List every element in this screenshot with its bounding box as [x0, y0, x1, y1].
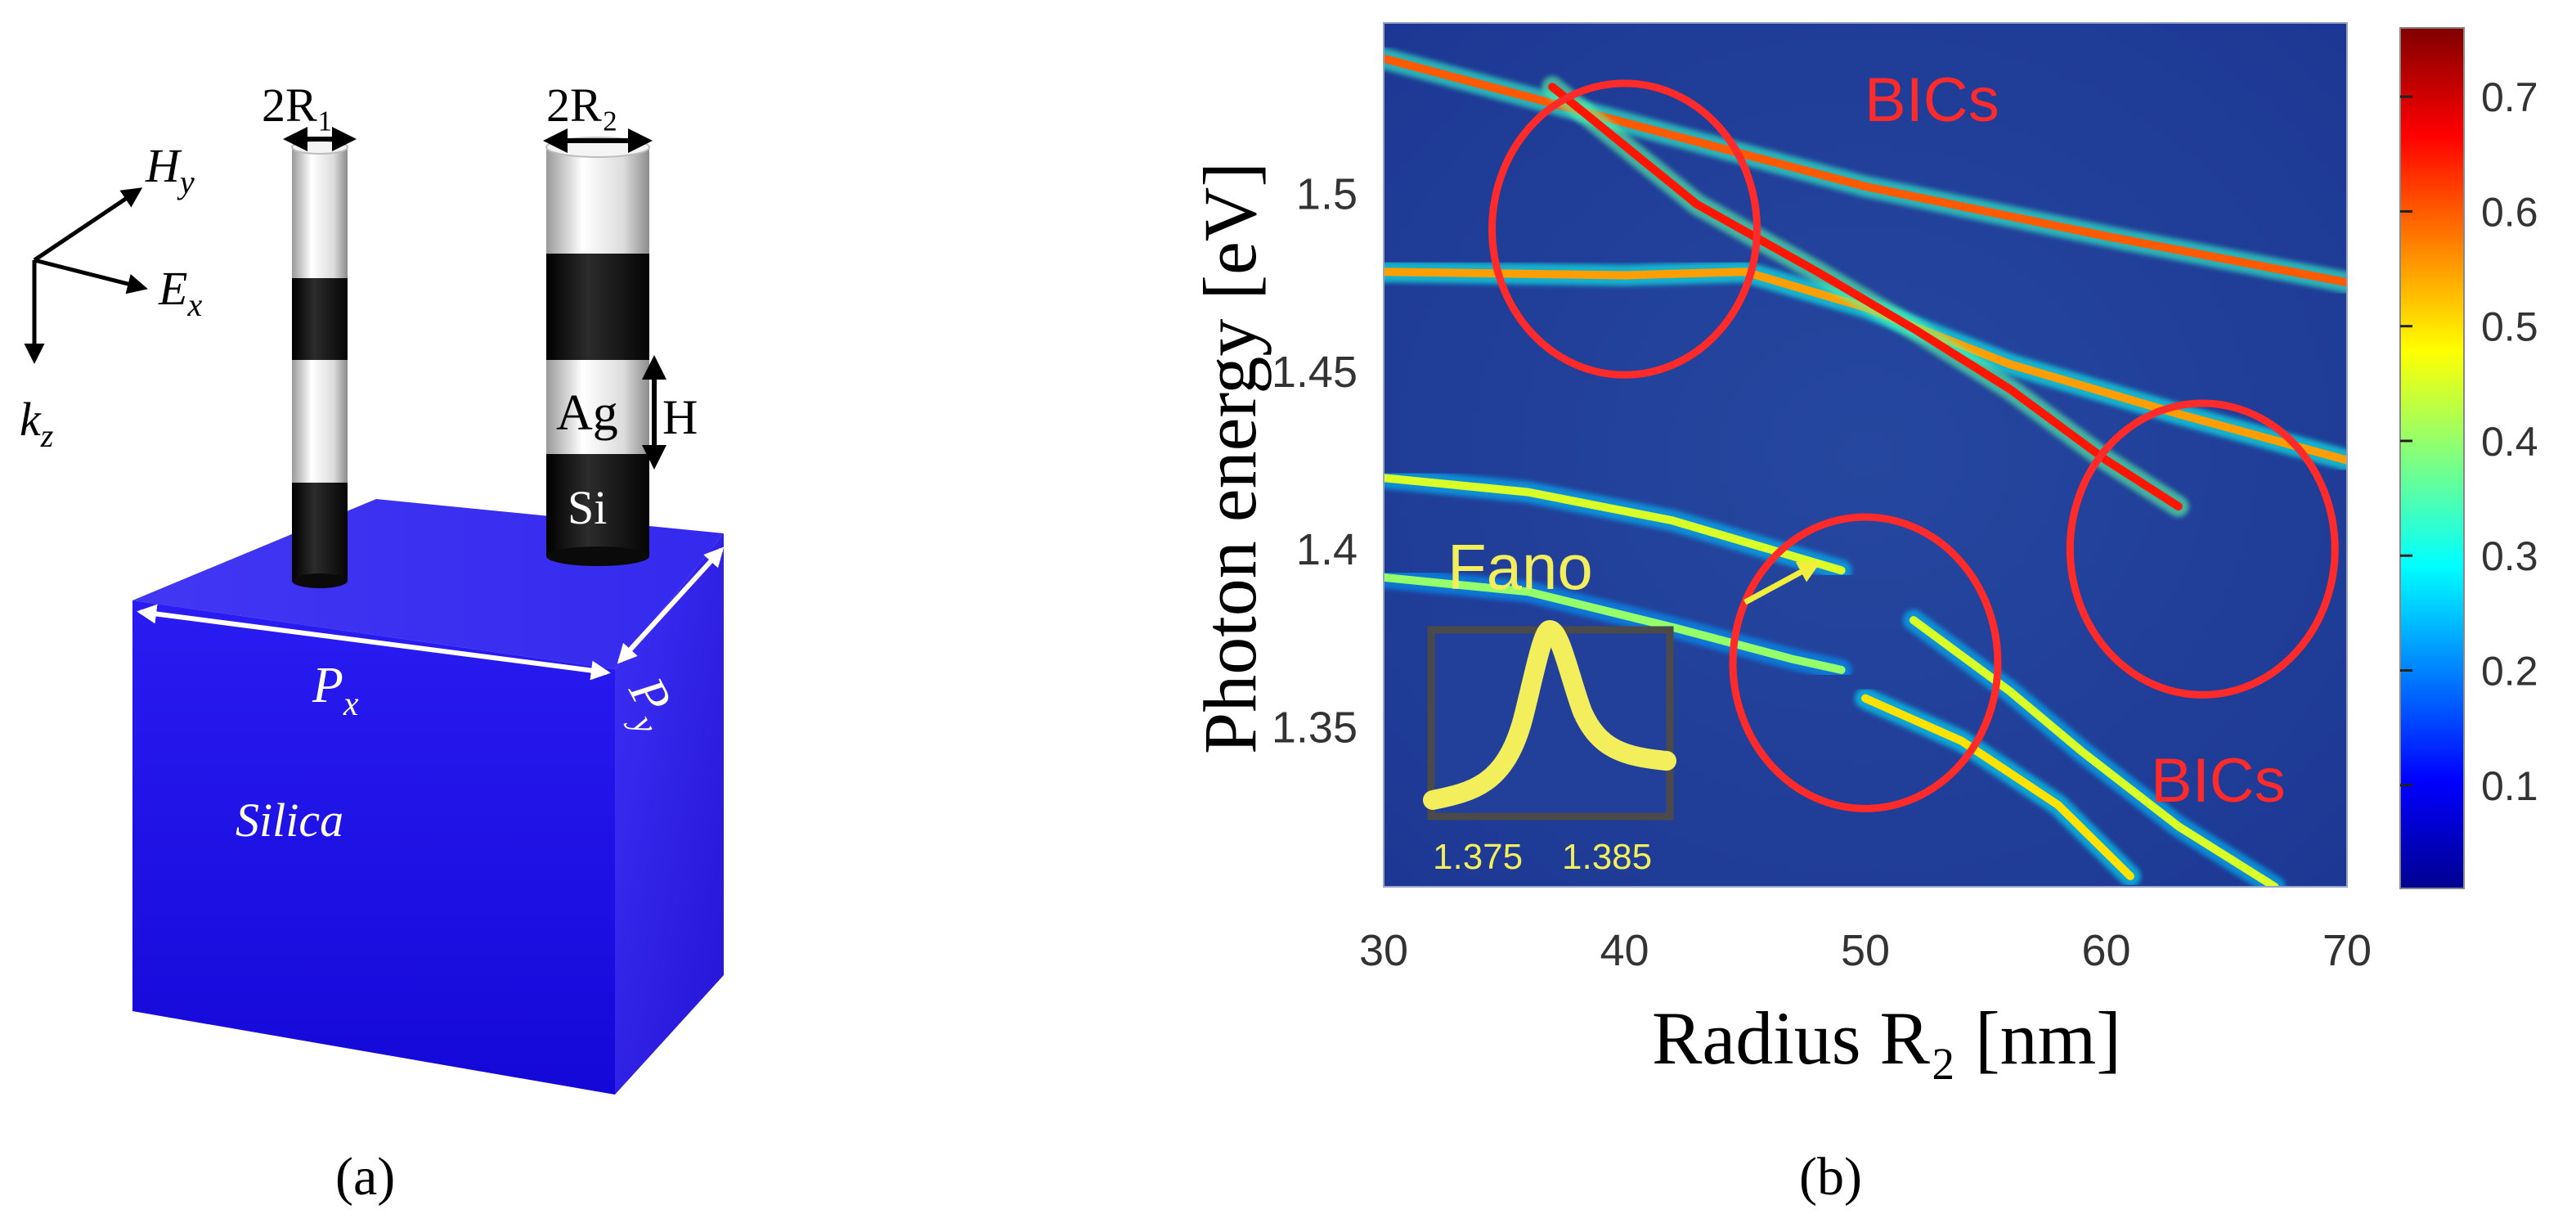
panel-b: Fano 1.375 1.385 BICs BICs 30 40 50 60 70 1.… — [1188, 22, 2538, 1207]
kz-label: kz — [20, 393, 54, 454]
mode-7 — [1909, 616, 2279, 887]
fano-label: Fano — [1447, 531, 1593, 603]
x-tick-label: 30 — [1359, 926, 1408, 975]
annotations — [1488, 79, 2339, 812]
x-tick-label: 40 — [1600, 926, 1649, 975]
y-tick-label: 1.35 — [1272, 703, 1358, 752]
bics-top-label: BICs — [1865, 65, 1999, 135]
bics-bottom-label: BICs — [2151, 746, 2286, 816]
rod1-top-cap — [291, 140, 348, 155]
nanorod-1 — [291, 140, 348, 588]
x-tick-label: 50 — [1841, 926, 1890, 975]
y-tick-label: 1.4 — [1296, 525, 1358, 574]
px-label: Px — [312, 658, 359, 723]
fano-tick-left: 1.375 — [1433, 837, 1523, 877]
y-tick-label: 1.5 — [1296, 170, 1358, 219]
rod2-bottom — [546, 546, 649, 566]
ex-axis-arrow — [34, 258, 148, 295]
height-label: H — [662, 390, 698, 444]
substrate-front-face — [132, 600, 615, 1095]
field-axes: Hy Ex kz — [20, 139, 202, 454]
bic-circle-2 — [1729, 513, 2002, 812]
mode-6 — [1861, 694, 2134, 880]
colorbar-tick-label: 0.2 — [2481, 648, 2538, 694]
y-axis-title: Photon energy [eV] — [1188, 162, 1272, 754]
py-arrow — [617, 546, 725, 664]
rod1-bottom — [292, 573, 348, 588]
radius1-label: 2R₁ — [262, 79, 334, 132]
substrate-side-face — [615, 533, 724, 1095]
heatmap-frame — [1383, 22, 2348, 888]
mode-4 — [1384, 474, 1846, 575]
x-tick-label: 70 — [2322, 926, 2372, 975]
colorbar-tick-label: 0.6 — [2481, 189, 2538, 235]
radius2-label: 2R₂ — [546, 79, 618, 132]
colorbar-tick-label: 0.5 — [2481, 304, 2538, 350]
panel-a-label: (a) — [335, 1147, 395, 1207]
px-arrow — [137, 604, 611, 681]
rod1-si-segment-top — [292, 278, 348, 360]
colorbar-tick-label: 0.3 — [2481, 533, 2538, 579]
colorbar-ticks: 0.1 0.2 0.3 0.4 0.5 0.6 0.7 — [2400, 74, 2538, 809]
fano-tick-right: 1.385 — [1562, 837, 1652, 877]
mode-1 — [1384, 54, 2347, 287]
rod1-si-segment-bottom — [292, 483, 348, 581]
colorbar — [2399, 27, 2465, 889]
fano-curve — [1423, 619, 1676, 810]
hy-axis-arrow — [33, 187, 143, 263]
bic-circle-1 — [1488, 79, 1761, 379]
mode-3 — [1548, 83, 2183, 510]
x-axis: 30 40 50 60 70 — [1359, 926, 2372, 975]
colorbar-tick-label: 0.1 — [2481, 763, 2538, 809]
rod2-si-segment-bottom — [546, 454, 649, 556]
x-tick-label: 60 — [2081, 926, 2130, 975]
nanorod-2 — [545, 137, 650, 566]
colorbar-tick-label: 0.7 — [2481, 74, 2538, 120]
ex-label: Ex — [158, 262, 202, 323]
panel-b-label: (b) — [1799, 1147, 1862, 1207]
bic-circle-3 — [2066, 399, 2339, 699]
y-axis: 1.35 1.4 1.45 1.5 — [1272, 170, 1358, 753]
hy-label: Hy — [145, 139, 195, 200]
x-axis-title: Radius R₂ [nm] — [1652, 996, 2121, 1080]
ag-label: Ag — [556, 385, 618, 441]
fano-inset: Fano 1.375 1.385 — [1423, 531, 1676, 877]
silica-substrate — [132, 499, 724, 1095]
si-label: Si — [568, 481, 607, 534]
mode-curves — [1384, 47, 2347, 887]
panel-a: 2R₁ 2R₂ H Ag Si Hy Ex kz Px Py Silica (a… — [20, 79, 725, 1207]
fano-arrow — [1744, 560, 1822, 605]
rod2-si-segment-top — [546, 254, 649, 360]
y-tick-label: 1.45 — [1272, 348, 1358, 397]
colorbar-tick-label: 0.4 — [2481, 419, 2538, 465]
silica-label: Silica — [236, 794, 343, 847]
